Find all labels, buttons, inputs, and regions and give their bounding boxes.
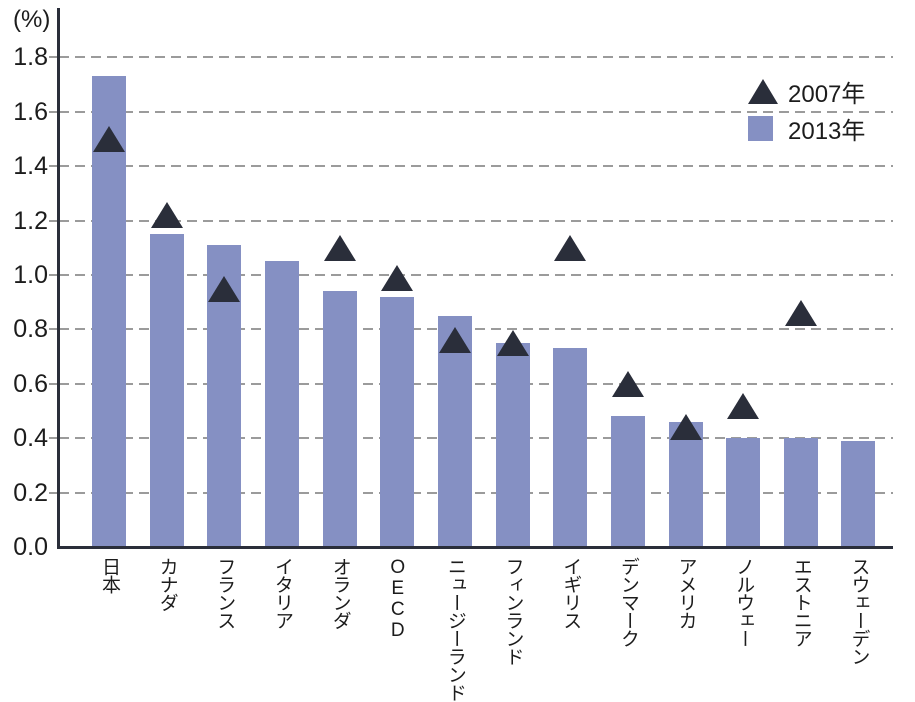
triangle-marker bbox=[727, 392, 760, 419]
x-category-label: イタリア bbox=[271, 557, 293, 629]
x-category-label: スウェーデン bbox=[848, 557, 870, 665]
y-axis-tick bbox=[49, 491, 58, 494]
y-tick-label: 0.4 bbox=[13, 424, 48, 453]
triangle-marker-icon bbox=[748, 79, 778, 104]
y-tick-label: 0.2 bbox=[13, 478, 48, 507]
gridline bbox=[59, 56, 893, 59]
bar bbox=[264, 261, 299, 547]
bar bbox=[149, 234, 184, 547]
x-category-label: アメリカ bbox=[675, 557, 697, 629]
x-category-label: デンマーク bbox=[617, 557, 639, 647]
bar bbox=[92, 76, 126, 547]
bar bbox=[380, 296, 415, 547]
y-axis-unit-label: (%) bbox=[13, 6, 51, 33]
bar bbox=[322, 291, 357, 547]
gridline bbox=[59, 437, 893, 440]
square-marker-icon bbox=[748, 116, 773, 141]
x-category-label: イギリス bbox=[560, 557, 582, 629]
bar bbox=[726, 438, 761, 547]
y-axis-tick bbox=[49, 274, 58, 276]
gridline bbox=[59, 382, 893, 385]
x-category-label: 日本 bbox=[99, 557, 120, 593]
y-tick-label: 0.0 bbox=[13, 533, 48, 561]
bar bbox=[495, 343, 530, 547]
y-tick-label: 0.6 bbox=[13, 369, 48, 398]
x-category-label: フランス bbox=[214, 557, 236, 629]
triangle-marker bbox=[381, 264, 414, 291]
gridline bbox=[59, 328, 893, 331]
y-tick-label: 1.8 bbox=[13, 43, 48, 72]
gridline bbox=[59, 110, 893, 113]
y-axis-tick bbox=[49, 110, 58, 113]
x-category-label: エストニア bbox=[790, 557, 812, 647]
y-axis-tick bbox=[49, 382, 58, 385]
legend: 2007年 2013年 bbox=[748, 73, 865, 147]
x-category-label: OECD bbox=[387, 557, 409, 641]
x-category-label: ニュージーランド bbox=[444, 557, 466, 701]
y-axis-tick bbox=[49, 328, 58, 331]
y-axis-tick bbox=[49, 56, 58, 59]
bar bbox=[783, 438, 818, 547]
x-category-label: カナダ bbox=[156, 557, 178, 611]
y-tick-label: 1.0 bbox=[13, 261, 48, 289]
y-axis-tick bbox=[49, 219, 58, 222]
triangle-marker bbox=[669, 414, 702, 441]
y-axis-tick bbox=[49, 437, 58, 440]
x-category-label: オランダ bbox=[329, 557, 351, 629]
y-tick-label: 1.2 bbox=[13, 206, 48, 235]
gridline bbox=[59, 491, 893, 494]
y-tick-label: 0.8 bbox=[13, 315, 48, 344]
y-axis-tick bbox=[49, 165, 58, 168]
y-tick-label: 1.4 bbox=[13, 152, 48, 181]
bar bbox=[553, 348, 588, 547]
bar bbox=[668, 421, 703, 547]
bar bbox=[437, 315, 472, 547]
triangle-marker bbox=[150, 202, 183, 229]
x-category-label: ノルウェー bbox=[733, 557, 755, 647]
y-tick-label: 1.6 bbox=[13, 97, 48, 126]
y-axis-line bbox=[57, 8, 60, 549]
gridline bbox=[59, 274, 893, 276]
triangle-marker bbox=[93, 126, 125, 152]
triangle-marker bbox=[496, 330, 529, 356]
legend-item-2013: 2013年 bbox=[748, 110, 865, 147]
triangle-marker bbox=[554, 234, 587, 261]
legend-item-2007: 2007年 bbox=[748, 73, 865, 110]
triangle-marker bbox=[323, 234, 356, 261]
gridline bbox=[59, 219, 893, 222]
x-category-label: フィンランド bbox=[502, 557, 524, 665]
bar bbox=[610, 416, 645, 547]
triangle-marker bbox=[784, 300, 817, 327]
triangle-marker bbox=[611, 370, 644, 397]
gridline bbox=[59, 165, 893, 168]
triangle-marker bbox=[208, 275, 241, 302]
bar bbox=[841, 440, 876, 547]
x-axis-baseline bbox=[57, 546, 893, 549]
legend-label-2013: 2013年 bbox=[788, 118, 866, 145]
triangle-marker bbox=[438, 327, 471, 354]
legend-label-2007: 2007年 bbox=[788, 81, 866, 108]
